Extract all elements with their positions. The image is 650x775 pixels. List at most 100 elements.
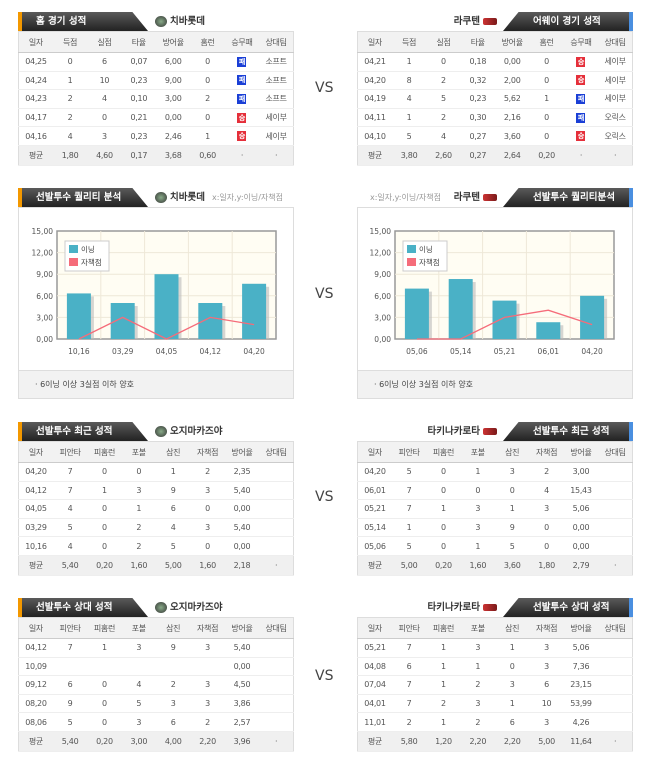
- table-cell: [598, 638, 633, 658]
- x-tick-label: 03,29: [112, 347, 134, 356]
- table-cell: 0: [495, 481, 530, 501]
- chiba-lotte-logo-icon: [155, 426, 167, 437]
- team-label: 라쿠텐: [453, 16, 480, 27]
- table-cell: [259, 675, 294, 695]
- table-cell: 0: [529, 518, 564, 538]
- table-row: 04,10 5 4 0,27 3,60 0 승 오릭스: [357, 126, 633, 146]
- average-cell: 0,60: [190, 145, 225, 166]
- average-cell: ·: [563, 145, 599, 166]
- table-cell: 0,00: [563, 518, 599, 538]
- table-cell: 세이부: [598, 89, 633, 109]
- table-cell: 4: [529, 481, 564, 501]
- average-cell: 2,79: [563, 555, 599, 576]
- average-cell: 3,60: [495, 555, 530, 576]
- table-cell: 08,06: [18, 712, 53, 732]
- table-cell: 2,00: [495, 71, 530, 91]
- table-cell: 0: [426, 518, 461, 538]
- average-cell: 0,20: [529, 145, 564, 166]
- footnote-text: 6이닝 이상 3실점 이하 양호: [379, 380, 474, 389]
- table-cell: 04,23: [18, 89, 53, 109]
- table-cell: 07,04: [357, 675, 392, 695]
- average-cell: 5,00: [391, 555, 427, 576]
- table-row: 05,21 7 1 3 1 3 5,06: [357, 499, 633, 519]
- table-cell: 6: [156, 499, 191, 519]
- table-cell: 3: [156, 694, 191, 714]
- table-cell: 0: [460, 481, 495, 501]
- vs-label: VS: [315, 286, 334, 302]
- average-cell: 3,00: [121, 731, 156, 752]
- x-tick-label: 05,06: [406, 347, 428, 356]
- table-cell: 04,19: [357, 89, 392, 109]
- section-title: 선발투수 상대 성적: [18, 598, 148, 617]
- table-row: 04,08 6 1 1 0 3 7,36: [357, 657, 633, 677]
- table-cell: 5: [156, 536, 191, 556]
- column-header: 삼진: [495, 441, 530, 463]
- team-label: 치바롯데: [170, 192, 205, 203]
- away-panel: 선발투수 최근 성적 타키나카로타 일자 피안타 피홈런 포볼 삼진 자책점 방어율 상대팀 04,…: [357, 422, 633, 576]
- table-cell: 0: [87, 694, 122, 714]
- average-cell: 평균: [18, 145, 53, 166]
- stats-table: 일자 피안타 피홈런 포볼 삼진 자책점 방어율 상대팀 04,20 5 0 1 3 2 3,00 06,01…: [357, 441, 633, 576]
- table-cell: [259, 712, 294, 732]
- legend-swatch: [69, 258, 78, 266]
- innings-bar: [492, 300, 517, 339]
- table-cell: [598, 675, 633, 695]
- column-header: 포볼: [121, 617, 156, 639]
- table-row: 06,01 7 0 0 0 4 15,43: [357, 481, 633, 501]
- table-cell: 2: [190, 89, 225, 109]
- table-cell: 23,15: [563, 675, 599, 695]
- table-cell: 1: [426, 638, 461, 658]
- innings-bar: [536, 322, 561, 339]
- column-header: 방어율: [563, 617, 599, 639]
- column-header: 상대팀: [598, 441, 633, 463]
- table-cell: 2,46: [156, 126, 191, 146]
- table-cell: 5: [121, 694, 156, 714]
- y-tick-label: 6,00: [374, 292, 391, 301]
- y-tick-label: 12,00: [370, 249, 392, 258]
- section-header: 선발투수 상대 성적 타키나카로타: [357, 598, 633, 617]
- table-cell: 5: [391, 536, 427, 556]
- x-tick-label: 04,20: [243, 347, 265, 356]
- average-cell: 2,18: [224, 555, 260, 576]
- table-cell: 9,00: [156, 71, 191, 91]
- table-cell: 패: [224, 52, 260, 72]
- table-row: 03,29 5 0 2 4 3 5,40: [18, 518, 294, 538]
- stats-table: 일자 피안타 피홈런 포볼 삼진 자책점 방어율 상대팀 04,20 7 0 0 1 2 2,35 04,12…: [18, 441, 294, 576]
- average-cell: 2,60: [426, 145, 461, 166]
- team-label: 치바롯데: [170, 16, 205, 27]
- table-cell: [598, 499, 633, 519]
- x-tick-label: 10,16: [68, 347, 90, 356]
- average-cell: 5,00: [529, 731, 564, 752]
- table-cell: [190, 657, 225, 677]
- footnote-text: 6이닝 이상 3실점 이하 양호: [40, 380, 135, 389]
- column-header: 자책점: [190, 441, 225, 463]
- team-label: 타키나카로타: [427, 602, 480, 613]
- average-cell: 3,96: [224, 731, 260, 752]
- loss-badge: 패: [576, 112, 586, 123]
- average-cell: 4,60: [87, 145, 122, 166]
- legend-swatch: [407, 245, 416, 253]
- earned-runs-line: [78, 316, 255, 340]
- table-cell: 승: [563, 126, 599, 146]
- home-panel: 홈 경기 성적 치바롯데 일자 득점 실점 타율 방어율 홈런 승무패 상대팀 04,25 0 6 0,0…: [18, 12, 294, 166]
- table-cell: 3,86: [224, 694, 260, 714]
- table-cell: 0: [52, 52, 88, 72]
- column-header: 삼진: [156, 617, 191, 639]
- table-cell: 3: [190, 694, 225, 714]
- average-cell: 3,68: [156, 145, 191, 166]
- table-cell: 0: [426, 536, 461, 556]
- table-cell: 4: [52, 536, 88, 556]
- table-cell: 05,21: [357, 499, 392, 519]
- table-cell: 0: [87, 108, 122, 128]
- y-tick-label: 0,00: [374, 335, 391, 344]
- average-cell: 2,20: [495, 731, 530, 752]
- table-cell: 2: [52, 89, 88, 109]
- table-cell: 2: [426, 71, 461, 91]
- table-cell: 3: [190, 518, 225, 538]
- table-cell: 3: [529, 712, 564, 732]
- table-cell: 04,20: [18, 462, 53, 482]
- column-header: 피홈런: [426, 441, 461, 463]
- table-cell: 7: [391, 481, 427, 501]
- column-header: 피안타: [391, 441, 427, 463]
- table-cell: 3: [87, 126, 122, 146]
